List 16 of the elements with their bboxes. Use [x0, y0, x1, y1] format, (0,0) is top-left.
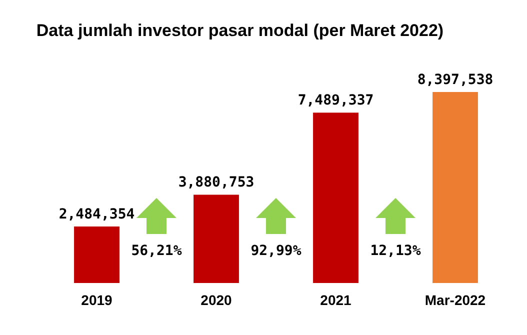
data-label: 7,489,337	[298, 92, 374, 109]
annotation: 92,99%	[250, 243, 302, 259]
bar	[313, 112, 358, 283]
chart-title: Data jumlah investor pasar modal (per Maret 2022)	[36, 21, 444, 40]
bar	[194, 194, 239, 283]
x-tick-label: Mar-2022	[424, 292, 486, 308]
bar	[74, 226, 120, 283]
x-tick-label: 2021	[320, 292, 352, 308]
data-label: 2,484,354	[58, 206, 135, 222]
bar	[432, 92, 478, 283]
annotation: 12,13%	[370, 243, 422, 259]
data-label: 8,397,538	[417, 72, 494, 88]
data-label: 3,880,753	[178, 174, 254, 191]
x-tick-label: 2019	[81, 292, 113, 308]
x-tick-label: 2020	[200, 292, 232, 308]
annotation: 56,21%	[131, 243, 182, 259]
